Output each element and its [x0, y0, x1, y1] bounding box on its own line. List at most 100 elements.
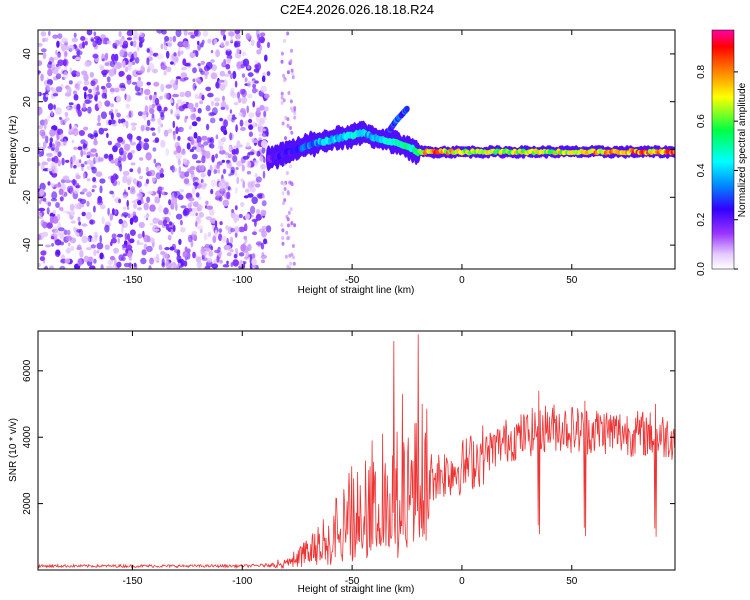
noise-blob	[158, 204, 163, 213]
noise-blob	[77, 258, 83, 267]
noise-blob	[200, 60, 206, 65]
noise-blob	[220, 30, 225, 36]
noise-blob	[242, 58, 250, 67]
noise-blob	[82, 188, 88, 193]
noise-blob	[234, 248, 238, 253]
noise-blob	[125, 103, 130, 109]
noise-blob	[285, 230, 289, 235]
noise-blob	[73, 32, 77, 38]
noise-blob	[53, 226, 59, 230]
noise-blob	[140, 257, 147, 265]
noise-blob	[228, 173, 232, 177]
noise-blob	[263, 238, 268, 245]
noise-blob	[152, 217, 159, 224]
spectrogram-x-tick-label: 50	[566, 275, 578, 286]
noise-blob	[246, 160, 252, 169]
noise-blob	[61, 37, 68, 44]
noise-blob	[252, 139, 259, 143]
noise-blob	[139, 32, 145, 38]
noise-blob	[245, 32, 251, 40]
noise-blob	[256, 107, 261, 114]
noise-blob	[248, 118, 253, 124]
noise-blob	[175, 213, 183, 220]
noise-blob	[123, 222, 128, 228]
noise-blob	[40, 48, 47, 53]
noise-blob	[175, 76, 182, 80]
noise-blob	[208, 112, 215, 117]
noise-blob	[109, 190, 114, 195]
noise-blob	[174, 249, 181, 254]
noise-blob	[264, 93, 270, 99]
noise-blob	[252, 160, 259, 164]
noise-blob	[242, 155, 249, 160]
noise-blob	[156, 53, 164, 60]
noise-blob	[63, 118, 68, 123]
noise-blob	[114, 142, 121, 148]
noise-blob	[81, 223, 88, 227]
noise-blob	[152, 52, 159, 57]
noise-blob	[116, 233, 124, 238]
noise-blob	[53, 155, 59, 164]
noise-blob	[139, 175, 143, 180]
noise-blob	[289, 59, 293, 64]
noise-blob	[165, 84, 172, 89]
noise-blob	[216, 164, 220, 169]
noise-blob	[83, 126, 89, 131]
noise-blob	[93, 31, 97, 37]
noise-blob	[175, 108, 180, 117]
noise-blob	[260, 37, 265, 44]
noise-blob	[80, 36, 86, 41]
noise-blob	[86, 154, 91, 159]
noise-blob	[75, 71, 81, 78]
noise-blob	[101, 216, 105, 225]
noise-blob	[146, 196, 151, 203]
noise-blob	[187, 197, 195, 202]
noise-blob	[71, 139, 75, 144]
noise-blob	[130, 150, 136, 154]
noise-blob	[83, 150, 86, 156]
noise-blob	[261, 252, 265, 257]
noise-blob	[189, 136, 194, 141]
noise-blob	[244, 78, 248, 83]
noise-blob	[219, 83, 226, 91]
noise-blob	[230, 92, 238, 99]
noise-blob	[110, 119, 116, 125]
noise-blob	[192, 186, 196, 195]
noise-blob	[106, 220, 111, 225]
noise-blob	[203, 141, 209, 146]
noise-blob	[96, 242, 104, 250]
noise-blob	[76, 103, 81, 111]
noise-blob	[114, 87, 120, 93]
noise-blob	[39, 212, 42, 217]
noise-blob	[286, 70, 290, 75]
noise-blob	[151, 177, 156, 182]
noise-blob	[245, 251, 250, 259]
noise-blob	[142, 230, 145, 238]
noise-blob	[280, 59, 284, 64]
noise-blob	[56, 40, 60, 48]
noise-blob	[134, 33, 140, 38]
noise-blob	[106, 76, 111, 83]
noise-blob	[163, 216, 170, 223]
noise-blob	[194, 77, 200, 81]
noise-blob	[137, 233, 143, 239]
noise-blob	[187, 102, 194, 110]
noise-blob	[118, 70, 125, 77]
noise-blob	[158, 191, 161, 199]
snr-y-tick-label: 4000	[22, 426, 33, 449]
noise-blob	[78, 159, 82, 164]
noise-blob	[113, 247, 119, 254]
noise-blob	[282, 73, 286, 78]
noise-blob	[261, 75, 266, 83]
noise-blob	[126, 233, 131, 242]
noise-blob	[247, 243, 252, 252]
noise-blob	[119, 39, 122, 48]
spectrogram-x-tick-label: -100	[232, 275, 252, 286]
noise-blob	[146, 245, 153, 253]
noise-blob	[204, 243, 210, 249]
noise-blob	[47, 181, 51, 186]
noise-blob	[291, 71, 295, 76]
noise-blob	[201, 135, 208, 141]
noise-blob	[183, 76, 189, 81]
noise-blob	[49, 129, 56, 137]
